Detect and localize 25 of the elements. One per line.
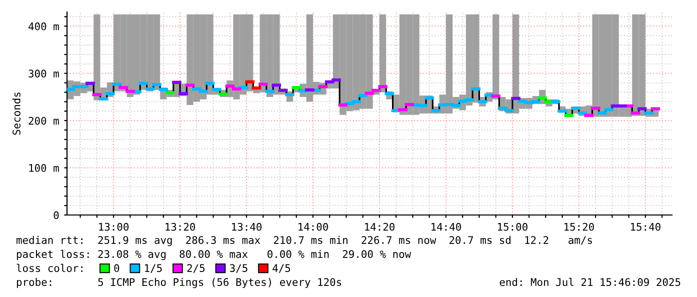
text: probe: 5 ICMP Echo Pings (56 Bytes) every 120s: [16, 278, 342, 288]
legend-label: 2/5: [187, 264, 205, 273]
x-tick-label: 15:40: [630, 222, 660, 231]
x-tick-label: 14:40: [432, 222, 461, 231]
text: packet loss: 23.08 % avg 80.00 % max 0.00 % min 29.00 % now: [16, 250, 412, 260]
x-tick-label: 15:00: [498, 222, 528, 231]
legend-label: 4/5: [272, 264, 290, 273]
y-tick-label: 400 m: [28, 22, 59, 30]
x-tick-label: 13:00: [99, 222, 129, 231]
legend-label: 0: [114, 264, 120, 272]
legend-label: 3/5: [230, 264, 248, 273]
legend-title: loss color:: [16, 264, 82, 272]
x-tick-label: 14:20: [365, 222, 394, 231]
y-tick-label: 300 m: [28, 70, 59, 78]
x-tick-label: 13:20: [166, 222, 196, 231]
y-axis-title: Seconds: [12, 92, 20, 135]
text: end: Mon Jul 21 15:46:09 2025: [500, 278, 680, 286]
y-tick-label: 0: [54, 211, 59, 220]
legend-label: 1/5: [145, 264, 162, 273]
y-tick-label: 200 m: [28, 116, 59, 125]
y-tick-label: 100 m: [29, 164, 59, 172]
x-tick-label: 14:00: [298, 222, 328, 231]
x-tick-label: 13:40: [232, 222, 262, 231]
x-tick-label: 15:20: [564, 222, 594, 231]
text: median rtt: 251.9 ms avg 286.3 ms max 210.7 ms min 226.7 ms now 20.7 ms sd 12.2 am/s: [16, 236, 592, 246]
